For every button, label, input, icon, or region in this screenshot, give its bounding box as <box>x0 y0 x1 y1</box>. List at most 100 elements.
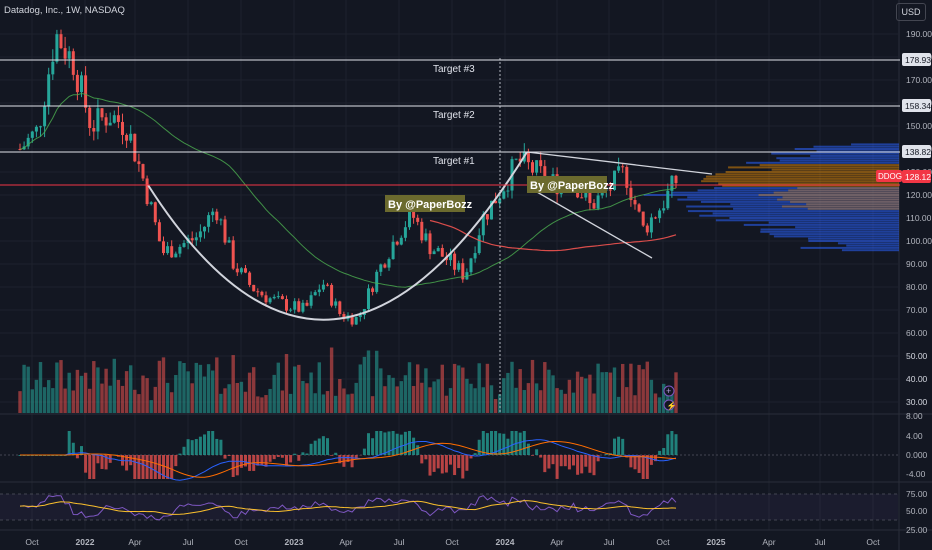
candle-body <box>92 128 96 132</box>
current-price-tag-bg <box>902 170 931 183</box>
macd-histogram-bar <box>285 455 288 466</box>
candle-body <box>162 241 165 254</box>
macd-histogram-bar <box>96 455 100 464</box>
volume-bar <box>129 365 133 413</box>
candle-body <box>215 211 219 221</box>
volume-bar <box>440 364 444 413</box>
candle-body <box>485 214 489 220</box>
volume-profile-bar <box>808 240 899 242</box>
macd-histogram-bar <box>584 455 588 467</box>
candle-body <box>666 190 670 209</box>
volume-bar <box>247 372 252 413</box>
candle-body <box>469 258 473 273</box>
macd-histogram-bar <box>170 455 174 479</box>
candle-body <box>674 175 678 184</box>
add-indicator-icon[interactable] <box>663 385 675 397</box>
volume-profile-bar <box>759 164 899 167</box>
rsi-pane <box>0 493 898 521</box>
volume-profile-bar <box>781 205 899 208</box>
macd-histogram-bar <box>391 431 395 455</box>
volume-bar <box>493 399 498 413</box>
macd-histogram-bar <box>211 431 215 455</box>
volume-profile-bar <box>699 214 899 217</box>
candle-body <box>358 314 362 318</box>
candle-body <box>326 284 329 286</box>
volume-bar <box>202 376 207 413</box>
candle-body <box>207 215 211 227</box>
volume-profile-bar <box>687 210 899 213</box>
volume-profile-bar <box>758 194 899 196</box>
volume-bar <box>526 383 531 413</box>
volume-profile-bar <box>771 152 899 155</box>
price-tag-target3-bg <box>902 53 931 66</box>
macd-histogram-bar <box>649 455 653 465</box>
macd-histogram-bar <box>547 455 551 469</box>
candle-body <box>403 227 407 238</box>
volume-bar <box>157 360 162 413</box>
volume-profile-bar <box>779 159 899 162</box>
macd-histogram-bar <box>453 455 457 476</box>
volume-bar <box>71 390 75 413</box>
candle-body <box>313 292 317 296</box>
y-tick-label: 60.00 <box>906 328 928 338</box>
currency-button[interactable]: USD <box>896 3 926 21</box>
volume-profile-bar <box>718 182 899 185</box>
x-tick-label: Jul <box>183 537 194 547</box>
macd-histogram-bar <box>104 455 108 470</box>
candle-body <box>637 204 641 212</box>
candle-body <box>125 134 129 141</box>
volume-bar <box>506 372 510 413</box>
x-tick-label: Apr <box>550 537 563 547</box>
candle-body <box>506 190 510 192</box>
cup-curve <box>147 151 528 321</box>
macd-histogram-bar <box>621 438 625 455</box>
volume-bar <box>543 362 547 413</box>
volume-bar <box>489 385 494 413</box>
plus-glyph: + <box>666 386 671 396</box>
lightning-icon[interactable] <box>663 399 675 411</box>
macd-histogram-bar <box>580 455 584 474</box>
candle-body <box>658 210 662 219</box>
macd-histogram-bar <box>440 455 444 474</box>
volume-profile-bar <box>808 237 899 240</box>
volume-bar <box>219 393 223 413</box>
candle-body <box>633 200 637 205</box>
candle-body <box>654 217 657 219</box>
volume-bar <box>313 393 317 413</box>
macd-histogram-bar <box>633 455 637 470</box>
x-tick-label: 2022 <box>76 537 95 547</box>
watermark-2: By @PaperBozz <box>530 180 615 192</box>
macd-histogram-bar <box>305 453 309 455</box>
volume-profile-bar <box>701 180 899 183</box>
macd-histogram-bar <box>145 455 149 479</box>
macd-histogram-bar <box>84 455 88 473</box>
volume-bar <box>141 375 145 413</box>
volume-bar <box>137 394 141 413</box>
volume-bar <box>342 388 346 413</box>
candle-body <box>34 126 38 132</box>
volume-bar <box>190 383 194 413</box>
volume-profile-bar <box>807 207 899 210</box>
volume-axis-label: 40.00 <box>906 374 928 384</box>
volume-profile-bar <box>686 205 899 208</box>
volume-bar <box>522 390 526 413</box>
macd-histogram-bar <box>596 455 600 462</box>
macd-axis-label: 8.00 <box>906 411 923 421</box>
target-2-label: Target #2 <box>433 110 475 121</box>
volume-profile-bar <box>810 154 899 157</box>
x-tick-label: Apr <box>762 537 775 547</box>
resistance-trendline <box>526 151 713 175</box>
candle-body <box>321 284 325 290</box>
candle-body <box>535 160 539 173</box>
macd-histogram-bar <box>637 455 641 473</box>
macd-histogram-bar <box>301 452 305 455</box>
volume-bar <box>30 389 34 413</box>
volume-bar <box>88 388 92 413</box>
macd-histogram-bar <box>268 455 272 462</box>
price-tag-target2: 158.34 <box>905 101 931 111</box>
candle-body <box>408 207 411 228</box>
macd-histogram-bar <box>526 443 530 455</box>
macd-histogram-bar <box>190 440 194 455</box>
volume-bar <box>354 382 358 413</box>
